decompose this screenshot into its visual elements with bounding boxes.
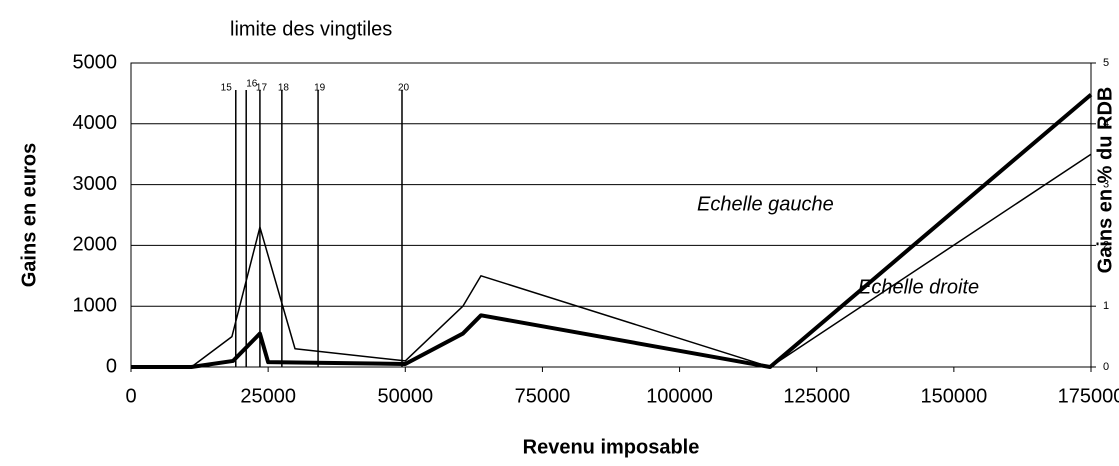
- series-label: Echelle droite: [858, 276, 979, 298]
- y2-tick-label: 5: [1103, 57, 1109, 69]
- y2-tick-label: 1: [1103, 300, 1109, 312]
- series-label: Echelle gauche: [697, 193, 834, 215]
- y2-axis-title: Gains en % du RDB: [1094, 87, 1116, 274]
- vingtile-label: 20: [398, 83, 410, 94]
- x-tick-label: 175000: [1058, 385, 1119, 407]
- y2-tick-label: 2: [1103, 239, 1109, 251]
- x-axis-title: Revenu imposable: [523, 436, 700, 458]
- series-line: [131, 153, 1092, 368]
- x-tick-label: 25000: [240, 385, 296, 407]
- x-tick-label: 150000: [920, 385, 987, 407]
- y2-tick-label: 0: [1103, 361, 1109, 373]
- x-tick-label: 0: [125, 385, 136, 407]
- x-tick-label: 50000: [377, 385, 433, 407]
- vingtile-label: 15: [221, 83, 233, 94]
- y-tick-label: 2000: [73, 234, 118, 256]
- x-tick-label: 75000: [515, 385, 571, 407]
- x-tick-label: 100000: [646, 385, 713, 407]
- vingtile-label: 19: [314, 83, 326, 94]
- y2-tick-label: 4: [1103, 118, 1109, 130]
- y-tick-label: 5000: [73, 51, 118, 73]
- vingtile-label: 18: [278, 83, 290, 94]
- y-tick-label: 3000: [73, 173, 118, 195]
- x-tick-label: 125000: [783, 385, 850, 407]
- y-axis-title: Gains en euros: [18, 143, 40, 288]
- chart-title: limite des vingtiles: [230, 18, 392, 40]
- vingtile-label: 16: [246, 79, 258, 90]
- series-line: [131, 93, 1093, 369]
- y-tick-label: 4000: [73, 112, 118, 134]
- y-tick-label: 0: [106, 355, 117, 377]
- y-tick-label: 1000: [73, 294, 118, 316]
- y2-tick-label: 3: [1103, 179, 1109, 191]
- vingtile-label: 17: [256, 83, 268, 94]
